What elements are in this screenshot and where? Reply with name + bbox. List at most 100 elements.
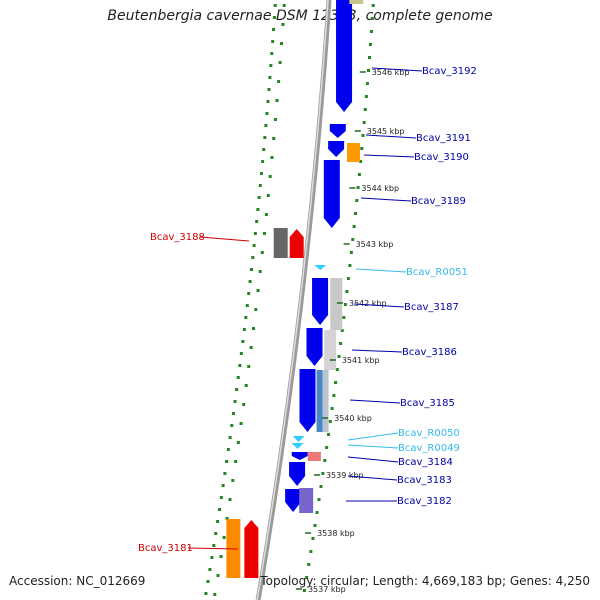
tick-dot [361,134,365,137]
tick-dot [366,69,370,72]
forward-cds-arrow [312,278,329,325]
tick-dot [223,472,227,475]
tick-dot [368,43,372,46]
tick-dot [265,112,269,115]
tick-dot-guides [204,4,375,596]
kbp-tick-label: 3541 kbp [342,356,380,365]
gene-label-leader [349,399,401,404]
tick-dot [317,498,321,501]
tick-dot [328,420,332,423]
tick-dot [267,88,271,91]
gene-label-leader [347,444,399,449]
tick-dot [257,196,261,199]
tick-dot [262,232,266,235]
tick-dot [212,544,216,547]
gene-label-leader [360,197,412,202]
gene-label[interactable]: Bcav_R0051 [406,267,468,278]
genome-summary-text: Topology: circular; Length: 4,669,183 bp… [260,574,590,588]
gene-label[interactable]: Bcav_3188 [150,232,205,243]
forward-cds-arrow [329,124,346,138]
tick-dot [371,4,375,7]
tick-dot [273,4,277,7]
forward-cds-arrow [289,462,306,486]
tick-dot [272,16,276,19]
gene-label[interactable]: Bcav_3189 [411,196,466,207]
tick-dot [362,121,366,124]
tick-dot [264,213,268,216]
pink-feature [307,452,321,461]
forward-cds-arrow [291,452,308,460]
reverse-feature-gray [273,228,288,258]
tick-dot [321,472,325,475]
tick-dot [242,403,246,406]
tick-dot [244,384,248,387]
tick-dot [270,156,274,159]
similarity-block [316,370,323,432]
tick-dot [272,28,276,31]
tick-dot [269,64,273,67]
tick-dot [280,42,284,45]
gene-label[interactable]: Bcav_3184 [398,457,453,468]
tick-dot [251,256,255,259]
tick-dot [348,264,352,267]
gene-labels: Bcav_3192 Bcav_3191 Bcav_3190 Bcav_3189 Bcav… [138,66,477,554]
tick-dot [273,118,277,121]
forward-cds-arrow [336,0,353,112]
gene-label[interactable]: Bcav_3187 [404,302,459,313]
tick-dot [242,328,246,331]
tick-dot [254,308,258,311]
tick-dot [330,407,334,410]
tick-dot [268,76,272,79]
gene-label[interactable]: Bcav_3183 [397,475,452,486]
tick-dot [334,381,338,384]
similarity-block [324,330,337,370]
tick-dot [370,17,374,20]
tick-dot [247,292,251,295]
gene-label[interactable]: Bcav_R0050 [398,428,460,439]
trna-feature [291,443,304,449]
reverse-cds-arrow [244,520,259,578]
gene-label[interactable]: Bcav_3191 [416,133,471,144]
kbp-tick-label: 3542 kbp [349,299,387,308]
gene-label[interactable]: Bcav_3181 [138,543,193,554]
gene-label-leader [365,134,417,139]
purple-feature [299,488,314,513]
tick-dot [272,137,276,140]
reverse-cds-arrow [289,229,304,258]
genome-backbone [255,0,332,600]
tick-dot [337,355,341,358]
accession-text: Accession: NC_012669 [9,574,146,588]
similarity-block [349,0,364,4]
gene-label[interactable]: Bcav_3185 [400,398,455,409]
tick-dot [270,52,274,55]
tick-dot [268,175,272,178]
gene-label-leader [355,268,407,273]
tick-dot [335,368,339,371]
tick-dot [255,220,259,223]
feature-track [226,0,364,578]
gene-label[interactable]: Bcav_R0049 [398,443,460,454]
gene-label[interactable]: Bcav_3190 [414,152,469,163]
gene-label-leader [371,67,423,72]
tick-dot [278,61,282,64]
gene-label[interactable]: Bcav_3182 [397,496,452,507]
tick-dot [228,498,232,501]
tick-dot [213,593,217,596]
kbp-tick-label: 3546 kbp [372,68,410,77]
tick-dot [355,199,359,202]
tick-dot [323,459,327,462]
gene-label[interactable]: Bcav_3186 [402,347,457,358]
tick-dot [210,556,214,559]
tick-dot [230,424,234,427]
tick-dot [266,194,270,197]
tick-dot [259,172,263,175]
forward-cds-arrow [299,369,316,432]
tick-dot [228,436,232,439]
gene-label-leader [199,236,250,242]
tick-dot [360,147,364,150]
tick-dot [364,95,368,98]
gene-label-leader [347,432,399,441]
tick-dot [261,160,265,163]
gene-label[interactable]: Bcav_3192 [422,66,477,77]
trna-feature [314,265,327,270]
